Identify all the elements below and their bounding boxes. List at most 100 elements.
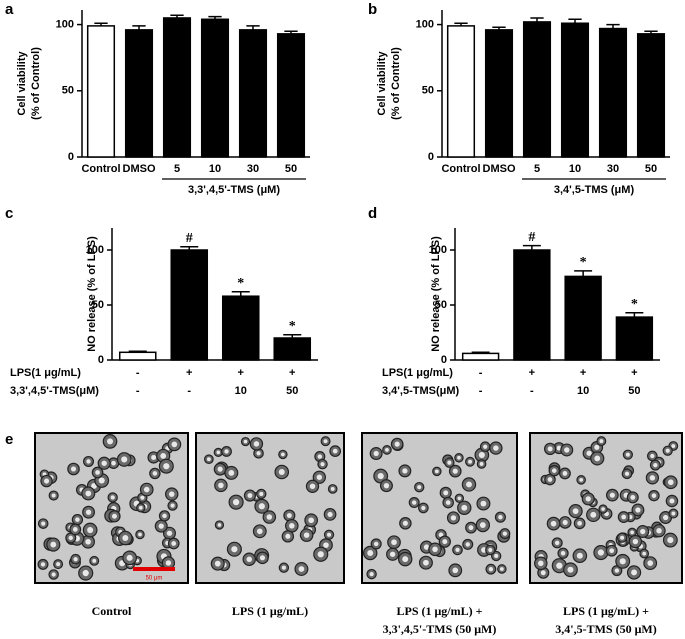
error-bar: [208, 15, 222, 20]
cell-core: [434, 469, 439, 474]
error-bar: [644, 30, 658, 34]
y-tick-label: 0: [428, 151, 434, 163]
cell-core: [609, 492, 615, 498]
error-bar: [94, 22, 108, 26]
cell-core: [445, 500, 451, 505]
micrograph-caption: 3,3',4,5'-TMS (50 μM): [383, 622, 497, 636]
cell-core: [457, 496, 462, 501]
significance-label: *: [631, 297, 638, 312]
error-bar: [568, 18, 582, 24]
cell-core: [671, 444, 676, 448]
x-tick-label: +: [289, 367, 295, 379]
panel-letter: a: [5, 1, 14, 18]
cell-core: [367, 550, 374, 556]
y-axis-label: (% of Control): [390, 47, 402, 120]
bar: [615, 316, 654, 361]
micrograph-caption: LPS (1 μg/mL) +: [397, 604, 483, 618]
cell-core: [421, 505, 426, 511]
cell-core: [256, 528, 263, 535]
cell-core: [41, 521, 46, 526]
cell-core: [649, 475, 656, 481]
micrograph-caption: Control: [92, 604, 132, 618]
x-tick-label: +: [631, 367, 637, 379]
cell-core: [51, 493, 56, 498]
cell-core: [624, 471, 630, 476]
x-tick-label: -: [187, 385, 191, 397]
cell-core: [243, 439, 248, 444]
cell-core: [377, 473, 384, 480]
cell-core: [138, 532, 142, 537]
cell-core: [423, 544, 430, 550]
x-tick-label: -: [530, 385, 534, 397]
cell-core: [216, 450, 221, 455]
cell-core: [266, 514, 273, 520]
cell-core: [567, 566, 574, 573]
cell-core: [662, 514, 669, 521]
cell-core: [217, 523, 222, 527]
cell-core: [540, 570, 546, 576]
cell-core: [479, 462, 484, 466]
cell-core: [630, 495, 636, 500]
x-tick-label: 10: [209, 163, 221, 175]
y-tick-label: 50: [62, 85, 74, 97]
cell-core: [281, 565, 286, 570]
cell-core: [224, 449, 229, 454]
group-label: 3,4',5-TMS (μM): [554, 184, 635, 196]
cell-core: [466, 481, 472, 488]
cell-core: [450, 515, 457, 521]
significance-label: *: [580, 255, 587, 270]
cell-core: [163, 463, 170, 470]
y-axis-label: Cell viability: [376, 51, 388, 116]
bar: [513, 249, 551, 361]
micrograph-caption: LPS (1 μg/mL): [232, 604, 308, 618]
cell-core: [56, 562, 61, 567]
cell-core: [609, 548, 615, 554]
cell-core: [309, 483, 316, 490]
cell-core: [494, 553, 499, 559]
x-tick-label: 10: [235, 385, 247, 397]
cell-core: [317, 454, 323, 459]
cell-core: [402, 556, 409, 563]
cell-core: [594, 444, 600, 450]
error-bar: [530, 17, 544, 22]
cell-core: [478, 451, 485, 459]
error-bar: [246, 25, 260, 30]
bar: [564, 275, 602, 361]
cell-core: [493, 445, 499, 451]
cell-core: [590, 511, 597, 518]
cell-core: [82, 569, 89, 577]
cell-core: [303, 532, 310, 538]
panel-letter: b: [368, 1, 377, 18]
cell-core: [465, 542, 470, 547]
x-tick-label: -: [479, 367, 483, 379]
x-tick-label: 30: [607, 163, 619, 175]
cell-core: [369, 572, 374, 577]
cell-core: [85, 490, 92, 497]
cell-core: [87, 526, 94, 534]
y-tick-label: 100: [416, 18, 434, 30]
cell-core: [217, 466, 223, 472]
cell-core: [228, 470, 235, 476]
cell-core: [278, 469, 285, 476]
cell-core: [383, 483, 390, 489]
cell-core: [320, 462, 325, 467]
cell-core: [68, 535, 73, 541]
cell-core: [572, 508, 579, 515]
cell-core: [171, 541, 177, 546]
cell-core: [647, 560, 654, 566]
cell-core: [619, 558, 626, 565]
cell-core: [564, 447, 570, 453]
error-bar: [606, 23, 620, 29]
cell-core: [140, 495, 145, 500]
cell-core: [498, 514, 503, 520]
bar: [238, 29, 268, 158]
x-tick-label: DMSO: [483, 163, 516, 175]
cell-core: [92, 558, 97, 563]
cell-core: [247, 493, 253, 499]
cell-core: [316, 474, 323, 480]
cell-core: [630, 530, 634, 535]
cell-core: [653, 462, 658, 468]
x-tick-label: +: [238, 367, 244, 379]
cell-core: [232, 499, 240, 506]
cell-core: [597, 549, 605, 556]
